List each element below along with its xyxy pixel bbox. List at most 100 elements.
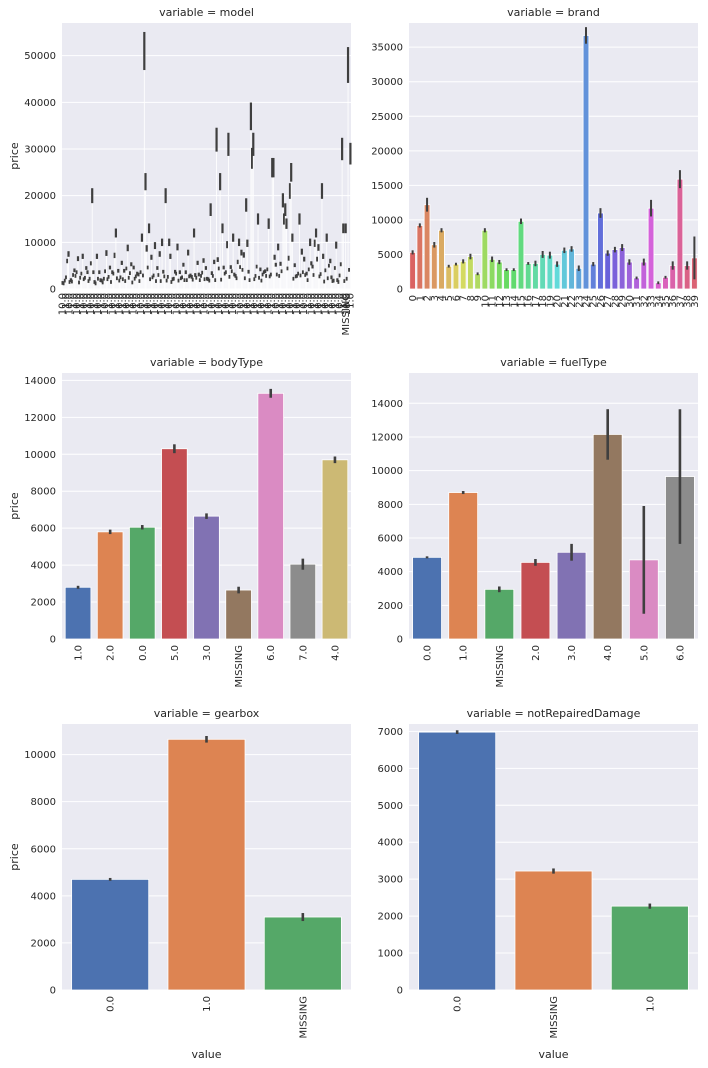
- x-tick-label: 1.0: [232, 293, 243, 309]
- bar: [113, 273, 114, 289]
- bar: [299, 219, 300, 289]
- bar: [91, 195, 93, 289]
- bar: [205, 268, 207, 289]
- x-axis-label: value: [538, 1048, 568, 1061]
- bar: [259, 269, 261, 289]
- bar: [340, 264, 342, 289]
- bar: [122, 279, 124, 289]
- bar: [115, 233, 117, 289]
- bar: [123, 270, 125, 289]
- bar: [304, 275, 306, 289]
- y-tick-label: 40000: [24, 98, 56, 109]
- x-tick-label: 10.0: [257, 293, 268, 315]
- bar: [132, 282, 133, 289]
- bar: [175, 273, 177, 289]
- bar: [618, 247, 626, 290]
- bar: [165, 195, 167, 289]
- bar: [64, 586, 92, 640]
- bar: [107, 279, 109, 289]
- bar: [524, 263, 532, 290]
- bar: [310, 263, 312, 289]
- bar: [276, 274, 278, 289]
- bar: [280, 263, 281, 289]
- bar: [604, 252, 611, 290]
- bar: [199, 280, 201, 289]
- x-tick-label: 10.0: [292, 293, 303, 315]
- x-tick-label: 21: [560, 295, 571, 308]
- x-tick-label: 0.0: [106, 996, 117, 1012]
- x-tick-label: 26: [596, 295, 607, 308]
- bar: [474, 273, 481, 290]
- y-tick-label: 14000: [371, 399, 403, 410]
- bar: [226, 244, 228, 289]
- x-tick-label: 4.0: [603, 645, 614, 661]
- x-tick-label: 0.0: [453, 996, 464, 1012]
- x-tick-label: 3: [430, 295, 441, 301]
- y-tick-label: 0: [397, 986, 403, 997]
- x-tick-label: 4.0: [330, 645, 341, 661]
- x-tick-label: 10.0: [143, 293, 154, 315]
- x-tick-label: 1.0: [331, 293, 342, 309]
- bar: [257, 219, 259, 289]
- bar: [141, 237, 143, 289]
- x-tick-label: 10.0: [100, 293, 111, 315]
- facet-panel-0: 0 10000 20000 30000 40000 50000 variable = mod…: [8, 6, 356, 335]
- bar: [321, 459, 349, 640]
- bar: [231, 271, 233, 289]
- bar: [297, 273, 299, 289]
- y-tick-label: 14000: [24, 376, 56, 387]
- panel-background: [409, 23, 698, 289]
- y-tick-label: 30000: [371, 77, 403, 88]
- x-tick-label: 10.0: [321, 293, 332, 315]
- bar: [261, 280, 262, 289]
- bar: [160, 281, 162, 289]
- x-tick-label: 1.0: [267, 293, 278, 309]
- bar: [418, 731, 497, 991]
- bar: [210, 209, 212, 289]
- x-axis-label: value: [191, 1048, 221, 1061]
- bar: [142, 275, 144, 289]
- x-tick-label: 10.0: [79, 293, 90, 315]
- bar: [409, 251, 416, 290]
- bar: [209, 280, 210, 289]
- bar: [227, 144, 229, 289]
- bar: [177, 247, 178, 289]
- bar: [345, 228, 347, 289]
- x-tick-label: 1.0: [61, 293, 72, 309]
- x-tick-label: 1.0: [189, 293, 200, 309]
- x-tick-label: 9: [473, 295, 484, 301]
- x-tick-label: 38: [683, 295, 694, 308]
- x-tick-label: 35: [661, 295, 672, 308]
- y-tick-label: 1000: [378, 949, 403, 960]
- y-axis-label: price: [8, 142, 21, 170]
- bar: [313, 275, 315, 289]
- x-tick-label: MISSING: [549, 996, 560, 1038]
- y-tick-label: 0: [50, 285, 56, 296]
- bar: [347, 65, 349, 289]
- bar: [153, 275, 155, 289]
- bar: [87, 272, 88, 289]
- x-tick-label: 1: [415, 295, 426, 301]
- bar: [561, 249, 568, 290]
- x-tick-label: 10: [480, 295, 491, 308]
- bar: [198, 274, 200, 289]
- bar: [104, 271, 106, 289]
- x-tick-label: 10.0: [86, 293, 97, 315]
- bar: [114, 255, 116, 289]
- bar: [129, 273, 131, 289]
- x-tick-label: 1.0: [225, 293, 236, 309]
- x-tick-label: 27: [603, 295, 614, 308]
- bar: [230, 267, 232, 289]
- bar: [258, 277, 260, 289]
- bar: [243, 254, 245, 289]
- x-tick-label: 1.0: [90, 293, 101, 309]
- bar: [109, 267, 111, 289]
- bar: [289, 563, 317, 640]
- bar: [321, 191, 323, 289]
- facet-panel-1: 0 5000 10000 15000 20000 25000 30000 35000 varia…: [371, 6, 701, 308]
- y-tick-label: 8000: [31, 487, 56, 498]
- bar: [167, 738, 246, 991]
- bar: [539, 254, 546, 290]
- bar: [161, 448, 188, 640]
- bar: [179, 272, 181, 289]
